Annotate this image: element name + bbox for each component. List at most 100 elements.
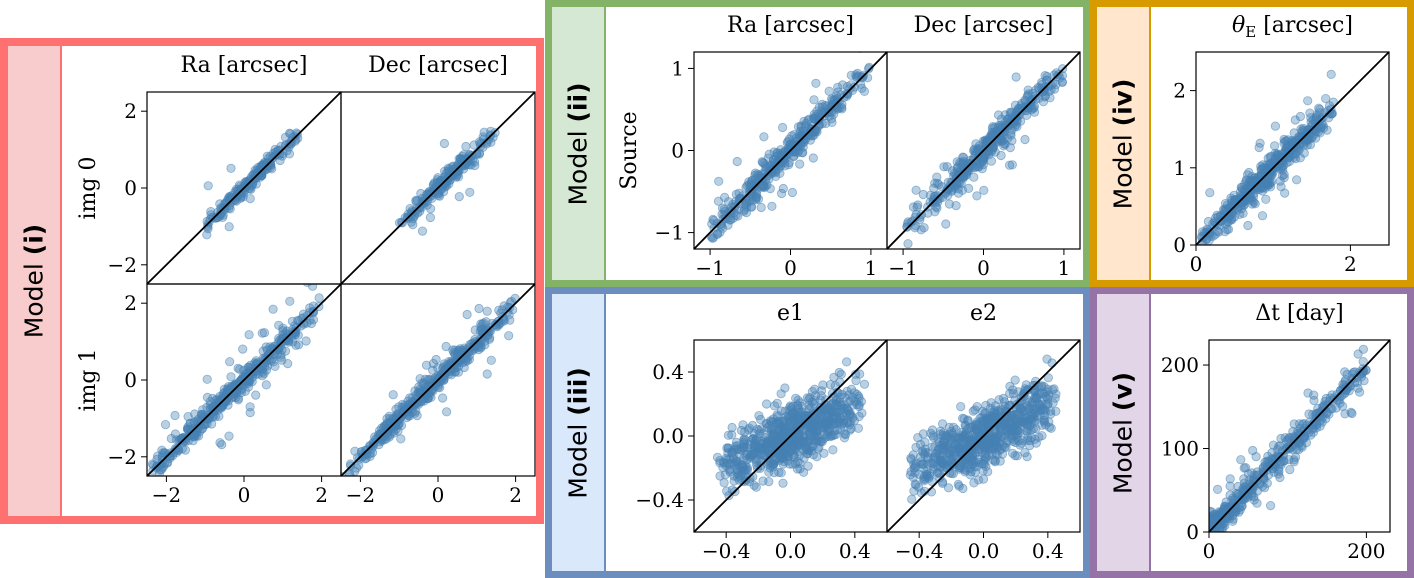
- point: [1268, 440, 1279, 450]
- point: [952, 157, 962, 167]
- point: [715, 471, 725, 481]
- point: [951, 201, 961, 211]
- point: [1000, 419, 1011, 429]
- point: [1027, 401, 1037, 411]
- x-tick-label: −0.4: [895, 539, 944, 563]
- point: [1205, 188, 1215, 198]
- point: [341, 472, 347, 476]
- point: [970, 420, 981, 430]
- point: [1030, 434, 1040, 444]
- point: [837, 100, 847, 110]
- point: [1309, 395, 1319, 406]
- point: [846, 70, 856, 80]
- point: [1243, 469, 1254, 479]
- point: [1031, 94, 1041, 104]
- point: [919, 476, 929, 486]
- point: [839, 400, 850, 410]
- point: [916, 225, 926, 235]
- point: [795, 159, 805, 169]
- x-tick-label: 1: [1058, 256, 1071, 280]
- x-tick-label: 0.0: [775, 539, 807, 563]
- point: [961, 433, 972, 443]
- point: [421, 360, 432, 370]
- point: [799, 411, 810, 422]
- point: [1004, 160, 1015, 170]
- identity-line: [1208, 339, 1391, 533]
- point: [842, 89, 853, 99]
- tab-model-ii: Model (ii): [552, 7, 606, 280]
- point: [314, 293, 324, 303]
- point: [504, 331, 514, 341]
- point: [437, 393, 448, 403]
- point: [963, 183, 974, 193]
- point: [930, 452, 941, 463]
- point: [750, 442, 761, 452]
- point: [786, 445, 797, 455]
- point: [765, 463, 775, 473]
- point: [806, 127, 816, 137]
- point: [1280, 188, 1290, 198]
- point: [1013, 436, 1024, 446]
- axes-frame: [1208, 339, 1391, 533]
- point: [465, 187, 475, 197]
- point: [393, 426, 403, 436]
- point: [961, 465, 971, 475]
- point: [772, 433, 782, 443]
- point: [1016, 438, 1027, 448]
- point: [1000, 442, 1010, 452]
- point: [1279, 456, 1289, 466]
- point: [1222, 536, 1230, 544]
- point: [474, 303, 484, 314]
- point: [1012, 424, 1022, 435]
- point: [836, 369, 846, 379]
- points-i-img1-ra: [147, 284, 324, 476]
- point: [751, 192, 761, 202]
- point: [972, 417, 982, 427]
- point: [765, 184, 775, 194]
- point: [1280, 136, 1290, 146]
- point: [835, 392, 845, 402]
- point: [482, 306, 492, 316]
- point: [980, 408, 990, 418]
- point: [455, 154, 466, 164]
- point: [1314, 103, 1324, 113]
- point: [756, 202, 766, 213]
- point: [776, 188, 787, 199]
- point: [772, 398, 782, 408]
- point: [1252, 486, 1263, 496]
- point: [1295, 111, 1306, 122]
- y-tick-label: −1: [655, 221, 684, 245]
- point: [226, 372, 236, 382]
- point: [1214, 514, 1224, 524]
- point: [761, 399, 772, 409]
- point: [1258, 160, 1268, 170]
- point: [1262, 178, 1273, 188]
- point: [762, 452, 773, 462]
- point: [911, 442, 921, 452]
- point: [1315, 128, 1325, 138]
- point: [1239, 185, 1250, 195]
- point: [1231, 488, 1241, 498]
- point: [259, 328, 270, 338]
- point: [794, 436, 805, 447]
- point: [750, 174, 761, 184]
- point: [1002, 133, 1013, 144]
- point: [1005, 143, 1015, 153]
- point: [935, 473, 945, 483]
- identity-line: [1195, 51, 1390, 246]
- point: [1010, 413, 1021, 423]
- point: [455, 344, 465, 354]
- point: [954, 438, 964, 449]
- point: [1303, 96, 1313, 106]
- point: [202, 230, 212, 240]
- x-tick-label: 0: [1190, 252, 1203, 276]
- point: [1020, 134, 1030, 145]
- point: [981, 461, 991, 471]
- point: [411, 390, 421, 400]
- point: [855, 369, 865, 379]
- point: [268, 304, 278, 314]
- point: [1266, 500, 1276, 511]
- y-axis-label: Source: [617, 111, 642, 189]
- point: [1045, 93, 1055, 103]
